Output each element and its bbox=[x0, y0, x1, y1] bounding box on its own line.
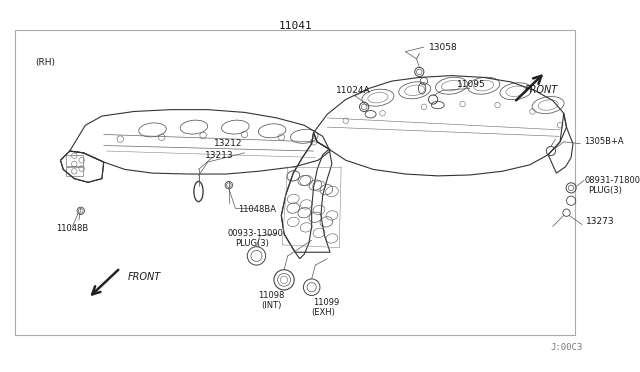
Text: (EXH): (EXH) bbox=[311, 308, 335, 317]
Text: PLUG(3): PLUG(3) bbox=[588, 186, 621, 195]
Text: 11098: 11098 bbox=[258, 291, 284, 300]
Text: 11095: 11095 bbox=[457, 80, 486, 89]
Text: 13212: 13212 bbox=[214, 139, 243, 148]
Text: FRONT: FRONT bbox=[127, 272, 161, 282]
Text: 11048B: 11048B bbox=[56, 224, 88, 233]
Text: (RH): (RH) bbox=[36, 58, 56, 67]
Text: FRONT: FRONT bbox=[525, 85, 558, 95]
Text: 11099: 11099 bbox=[314, 298, 340, 307]
Text: PLUG(3): PLUG(3) bbox=[236, 240, 269, 248]
Text: J:00C3: J:00C3 bbox=[550, 343, 582, 352]
Text: 00933-13090: 00933-13090 bbox=[228, 230, 284, 238]
Bar bbox=[15, 30, 575, 335]
Text: (INT): (INT) bbox=[261, 301, 282, 310]
Text: 08931-71800: 08931-71800 bbox=[584, 176, 640, 185]
Bar bbox=[66, 155, 83, 166]
Text: 13213: 13213 bbox=[205, 151, 234, 160]
Text: 13058: 13058 bbox=[429, 42, 458, 52]
Text: 11048BA: 11048BA bbox=[238, 205, 276, 214]
Text: 1305B+A: 1305B+A bbox=[584, 137, 623, 146]
Bar bbox=[66, 167, 83, 176]
Text: 13273: 13273 bbox=[586, 217, 614, 227]
Text: 11041: 11041 bbox=[278, 21, 312, 31]
Text: 11024A: 11024A bbox=[335, 86, 370, 95]
